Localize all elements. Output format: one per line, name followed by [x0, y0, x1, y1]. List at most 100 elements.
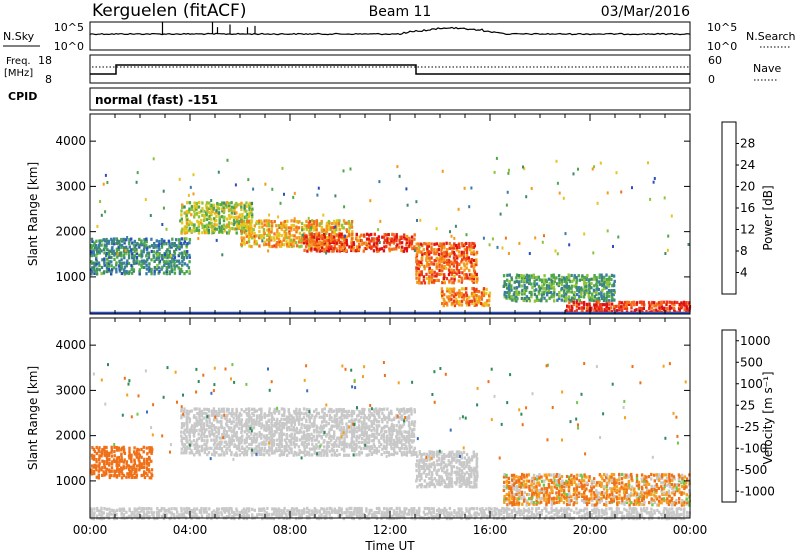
power-cell [105, 270, 109, 274]
power-cell [535, 282, 539, 286]
power-cell [553, 277, 556, 281]
velocity-cell [98, 464, 101, 468]
velocity-cell [215, 426, 218, 430]
velocity-cell [145, 462, 149, 466]
velocity-cell [295, 413, 298, 417]
power-cell [468, 205, 471, 209]
power-cell [482, 293, 486, 298]
power-cell [167, 261, 171, 265]
power-cell [605, 277, 609, 282]
power-cell [448, 254, 451, 258]
power-cell [523, 286, 526, 290]
velocity-cell [460, 451, 463, 455]
power-cell [218, 219, 221, 223]
velocity-cell [293, 450, 296, 454]
power-cell [595, 276, 598, 280]
power-cell [103, 270, 106, 274]
power-cell [456, 256, 459, 260]
velocity-cell [573, 480, 576, 484]
power-cell [595, 278, 598, 282]
power-cell [427, 262, 431, 266]
velocity-cell [593, 493, 596, 497]
power-cell [666, 248, 669, 252]
velocity-cell [290, 424, 293, 428]
velocity-cell [220, 407, 224, 411]
power-cell [415, 271, 418, 275]
velocity-cell [188, 435, 191, 439]
velocity-cell [623, 485, 626, 489]
power-cell [126, 247, 129, 251]
power-cell [240, 220, 244, 224]
power-cell [240, 217, 243, 221]
power-cell [157, 266, 161, 270]
power-cell [293, 191, 296, 195]
power-cell [365, 246, 368, 251]
power-cell [395, 247, 398, 251]
power-cell [320, 219, 323, 224]
velocity-cell [380, 430, 383, 434]
velocity-cell [317, 411, 321, 415]
power-cell [116, 252, 119, 256]
power-cell [90, 246, 93, 250]
velocity-cell [360, 428, 364, 432]
power-cell [115, 250, 119, 254]
power-cell [323, 235, 327, 239]
power-cell [665, 306, 669, 310]
power-cell [473, 289, 476, 293]
velocity-cell [443, 464, 446, 468]
velocity-cell [115, 474, 118, 478]
velocity-cell [505, 483, 509, 487]
velocity-cell [580, 494, 584, 498]
velocity-cell [295, 407, 298, 411]
power-cell [236, 224, 239, 228]
power-cell [146, 251, 149, 255]
velocity-cell [453, 481, 456, 485]
velocity-cell [240, 438, 244, 442]
power-cell [392, 233, 395, 237]
velocity-cell [581, 479, 584, 483]
power-cell [280, 221, 283, 225]
velocity-cell [580, 481, 583, 485]
velocity-cell [253, 447, 256, 451]
velocity-cell [300, 450, 303, 454]
velocity-cell [115, 464, 118, 468]
velocity-cell [191, 430, 194, 434]
velocity-cell [458, 470, 461, 474]
velocity-cell [535, 484, 538, 488]
power-cell [250, 203, 253, 207]
power-cell [302, 227, 305, 231]
velocity-cell [450, 466, 453, 470]
power-cell [568, 279, 572, 284]
velocity-cell [370, 412, 373, 416]
velocity-cell [550, 497, 554, 501]
velocity-cell [518, 481, 521, 485]
power-cell [320, 228, 323, 232]
velocity-cell [392, 453, 395, 457]
velocity-cell [450, 478, 453, 483]
velocity-cell [378, 441, 381, 445]
power-cell [428, 271, 431, 275]
velocity-cell [312, 434, 315, 438]
power-cell [246, 220, 249, 224]
power-cell [190, 205, 194, 209]
velocity-cell [463, 475, 466, 479]
velocity-cell [211, 452, 214, 456]
power-cell [543, 234, 545, 238]
power-cell [145, 260, 148, 264]
velocity-cell [258, 415, 262, 419]
velocity-cell [345, 435, 349, 439]
power-cell [207, 231, 211, 235]
velocity-cell [185, 416, 189, 420]
power-cell [100, 249, 103, 253]
velocity-cell [266, 436, 269, 440]
velocity-cell [556, 495, 559, 499]
velocity-cell [462, 480, 466, 484]
power-cell [448, 262, 451, 267]
velocity-cell [538, 473, 541, 477]
power-cell [535, 277, 538, 281]
velocity-cell [447, 454, 451, 458]
power-cell [580, 301, 583, 305]
power-cell [288, 230, 291, 234]
power-cell [321, 247, 324, 251]
power-cell [550, 291, 553, 295]
